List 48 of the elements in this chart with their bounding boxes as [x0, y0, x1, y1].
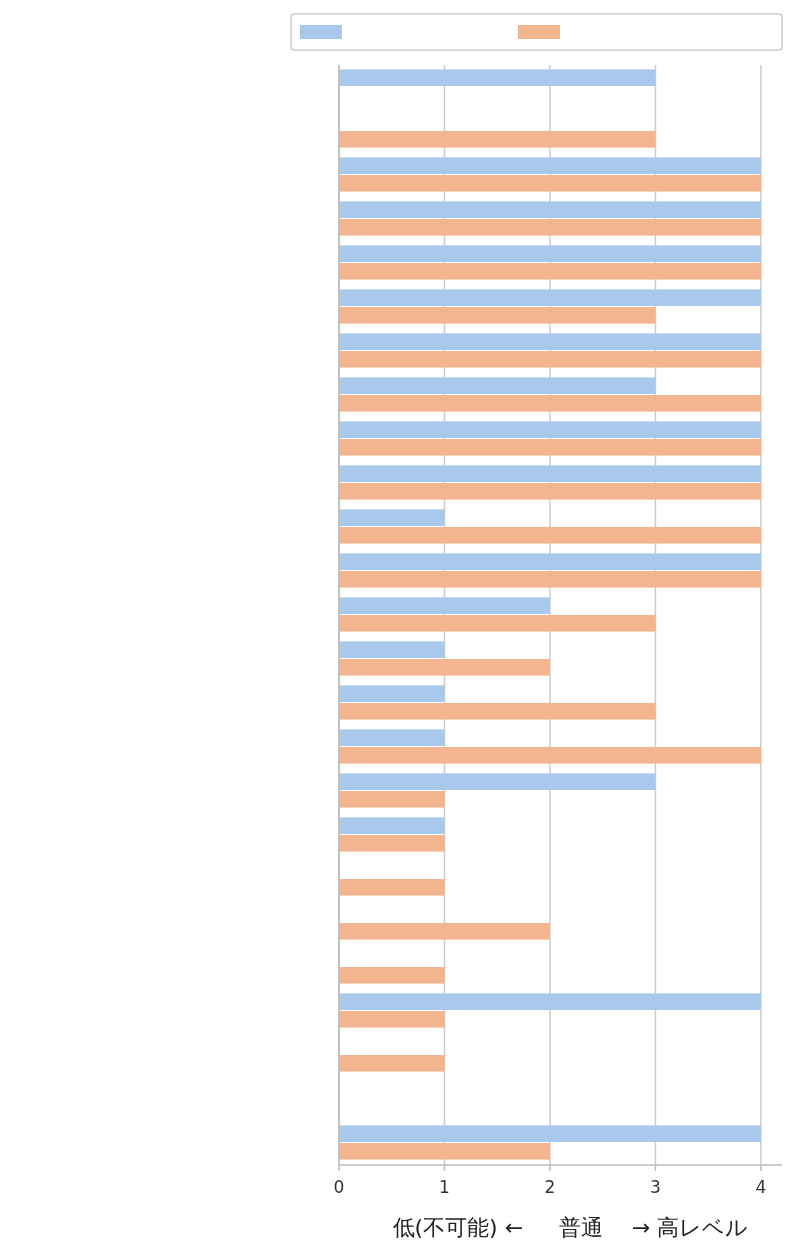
bar — [339, 967, 445, 984]
bar — [339, 377, 656, 394]
bar — [339, 923, 550, 940]
bar — [339, 773, 656, 790]
bar — [339, 157, 761, 174]
bar — [339, 201, 761, 218]
bar — [339, 333, 761, 350]
bar — [339, 289, 761, 306]
bar — [339, 69, 656, 86]
bar — [339, 131, 656, 148]
bar — [339, 307, 656, 324]
bar — [339, 685, 445, 702]
bar — [339, 439, 761, 456]
x-tick-label: 3 — [650, 1177, 661, 1197]
bar — [339, 483, 761, 500]
bar — [339, 1011, 445, 1028]
bar — [339, 175, 761, 192]
bar — [339, 641, 445, 658]
bar — [339, 835, 445, 852]
bar — [339, 703, 656, 720]
bar — [339, 993, 761, 1010]
bar — [339, 527, 761, 544]
bar — [339, 571, 761, 588]
bar — [339, 553, 761, 570]
bar — [339, 659, 550, 676]
bar — [339, 219, 761, 236]
bar — [339, 465, 761, 482]
bar — [339, 1143, 550, 1160]
x-tick-label: 0 — [333, 1177, 345, 1197]
x-tick-label: 1 — [439, 1177, 450, 1197]
bar — [339, 509, 445, 526]
bar — [339, 597, 550, 614]
bar — [339, 817, 445, 834]
bar — [339, 615, 656, 632]
bar — [339, 1055, 445, 1072]
x-tick-label: 4 — [755, 1177, 767, 1197]
bar — [339, 747, 761, 764]
bar — [339, 1125, 761, 1142]
bar — [339, 245, 761, 262]
bar — [339, 729, 445, 746]
bar — [339, 263, 761, 280]
bar — [339, 791, 445, 808]
x-axis-title: 低(不可能) ← 普通 → 高レベル — [392, 1215, 749, 1240]
bar — [339, 395, 761, 412]
bar — [339, 421, 761, 438]
x-tick-label: 2 — [544, 1177, 556, 1197]
bar — [339, 351, 761, 368]
bar — [339, 879, 445, 896]
